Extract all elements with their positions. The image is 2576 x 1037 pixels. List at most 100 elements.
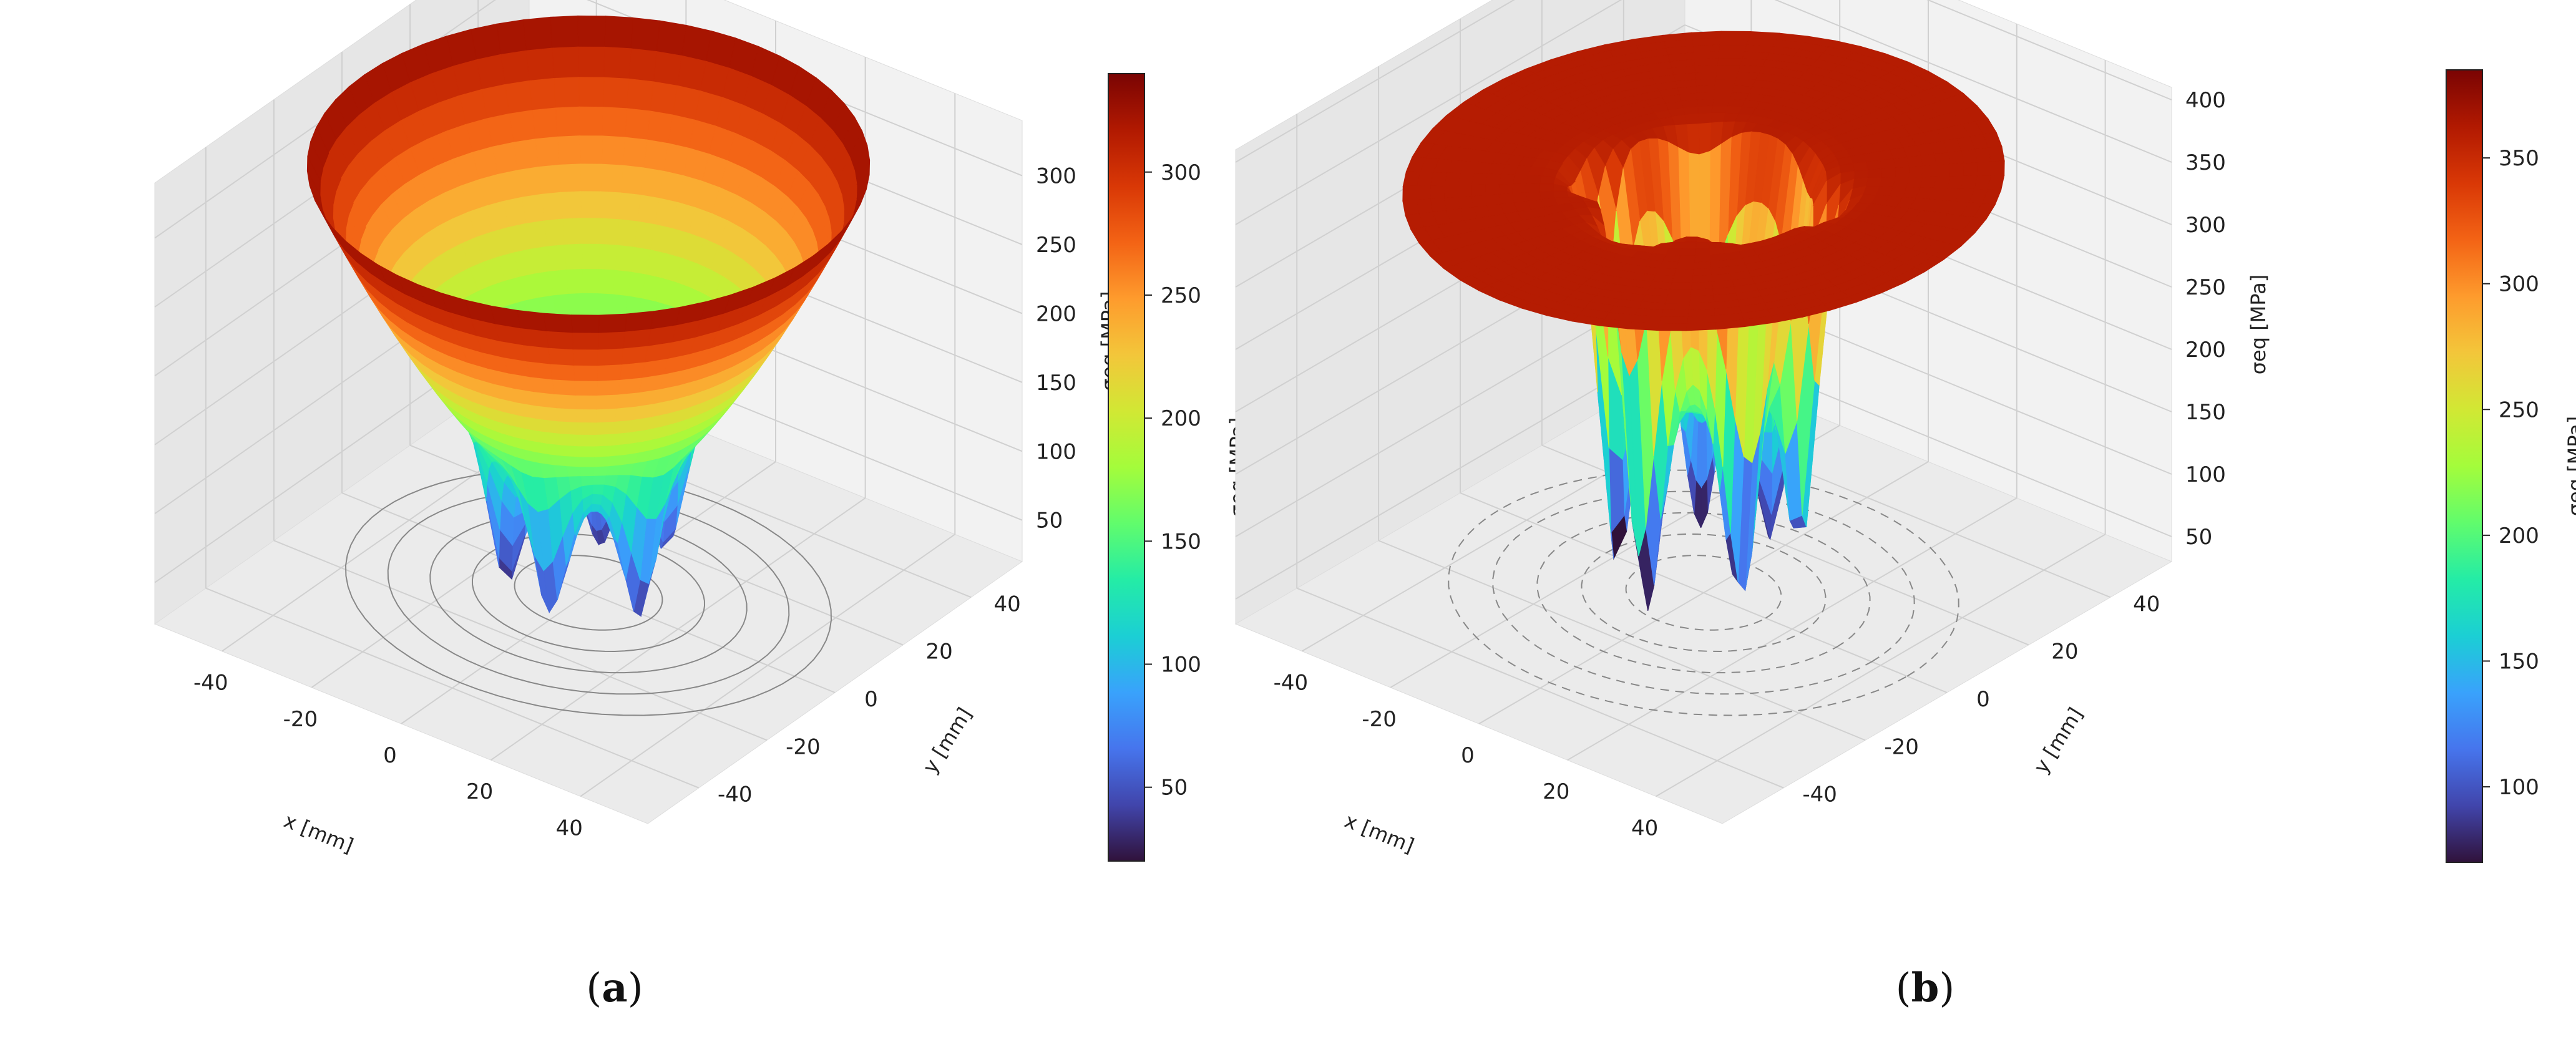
surface-patch <box>602 107 628 138</box>
surface-patch <box>529 78 556 111</box>
contour-line <box>1581 533 1827 653</box>
y-tick-label: -20 <box>1884 734 1919 759</box>
y-tick-label: 40 <box>994 592 1021 616</box>
surface-patch <box>578 445 595 457</box>
surface-patch <box>562 444 580 457</box>
surface-patch <box>1686 322 1716 331</box>
surface-patch <box>1881 167 1896 178</box>
surface-patch <box>1698 122 1712 155</box>
colorbar-tick-label: 250 <box>2499 397 2539 422</box>
surface-patch <box>1963 162 1978 177</box>
grid-line <box>1926 0 2172 100</box>
surface-patch <box>1893 157 1910 169</box>
surface-patch <box>500 50 530 85</box>
colorbar-tick-label: 150 <box>1161 529 1201 554</box>
x-tick-label: 20 <box>466 779 493 804</box>
x-tick-label: 40 <box>1631 815 1658 840</box>
panel-label-close: ) <box>1939 965 1954 1011</box>
surface-patch <box>1866 160 1882 171</box>
y-tick-label: -20 <box>786 734 821 759</box>
z-tick-label: 400 <box>2185 88 2226 113</box>
surface-patch <box>1673 268 1694 277</box>
surface-patch <box>597 364 622 381</box>
surface-patch <box>1947 150 1964 165</box>
surface-patch <box>592 475 607 485</box>
surface-patch <box>1470 184 1486 197</box>
grid-line <box>341 492 836 693</box>
surface-patch <box>1430 198 1447 213</box>
surface-patch <box>1470 195 1487 208</box>
surface-patch <box>565 465 582 477</box>
contour-line <box>514 555 663 631</box>
surface-patch <box>560 191 582 220</box>
x-tick-label: -20 <box>283 707 318 732</box>
surface-patch <box>578 106 604 137</box>
surface-patch <box>1919 176 1936 189</box>
surface-patch <box>597 331 625 350</box>
colorbar-tick-label: 300 <box>2499 272 2539 297</box>
surface-patch <box>1689 288 1714 297</box>
surface-patch <box>525 47 555 82</box>
surface-patch <box>617 377 643 395</box>
surface-patch <box>1906 155 1923 168</box>
x-axis-label: x [mm] <box>1341 809 1417 858</box>
surface-patch <box>579 135 603 165</box>
surface-patch <box>616 219 638 248</box>
surface-patch <box>537 164 562 195</box>
surface-patch <box>1867 168 1882 178</box>
surface-patch <box>496 19 527 55</box>
surface-patch <box>1692 268 1712 277</box>
surface-patch <box>1697 112 1712 125</box>
surface-patch <box>1525 183 1540 193</box>
surface-patch <box>567 293 584 318</box>
surface-patch <box>1710 112 1725 124</box>
surface-patch <box>1694 248 1710 256</box>
y-tick-label: 20 <box>2051 640 2078 665</box>
surface-patch <box>1865 177 1882 187</box>
panel-label: (b) <box>1896 965 1955 1011</box>
surface-patch <box>630 17 661 52</box>
surface-patch <box>602 77 630 109</box>
z-tick-label: 50 <box>2185 525 2212 550</box>
surface-patch <box>1443 197 1460 212</box>
colorbar-tick-label: 200 <box>1161 406 1201 431</box>
surface-patch <box>1990 160 2005 177</box>
surface-patch <box>580 191 602 219</box>
surface-patch <box>532 107 558 140</box>
surface-patch <box>1525 175 1542 185</box>
colorbar-tick-label: 50 <box>1161 776 1188 801</box>
z-tick-label: 250 <box>2185 275 2226 300</box>
surface-patch <box>557 135 581 165</box>
z-tick-label: 300 <box>1036 164 1076 189</box>
surface-patch <box>1694 65 1718 74</box>
contour-line <box>471 533 706 653</box>
surface-patch <box>1667 289 1692 297</box>
surface-patch <box>1539 175 1556 185</box>
stress-surface <box>1402 31 2005 611</box>
surface-patch <box>549 363 575 381</box>
surface-patch <box>1430 185 1445 200</box>
surface-patch <box>597 293 613 319</box>
surface-patch <box>1719 37 1749 46</box>
surface-patch <box>1692 261 1711 270</box>
grid-line <box>1774 0 2172 163</box>
z-tick-label: 100 <box>2185 462 2226 487</box>
surface-patch <box>1697 105 1713 114</box>
surface-patch <box>1684 113 1699 125</box>
surface-patch <box>552 379 576 396</box>
surface-patch <box>1712 92 1732 100</box>
surface-patch <box>1677 255 1695 263</box>
surface-patch <box>1696 92 1715 100</box>
surface-patch <box>1720 31 1751 39</box>
y-tick-label: 20 <box>925 640 952 665</box>
surface-patch <box>650 81 678 115</box>
surface-patch <box>1402 171 1420 187</box>
surface-patch <box>1571 314 1605 326</box>
surface-patch <box>1714 78 1736 87</box>
y-tick-label: -40 <box>1802 782 1837 807</box>
surface-patch <box>628 48 657 82</box>
surface-patch <box>1498 193 1515 205</box>
surface-patch <box>1511 174 1529 185</box>
surface-patch <box>1906 177 1923 188</box>
colorbar <box>2446 69 2483 863</box>
